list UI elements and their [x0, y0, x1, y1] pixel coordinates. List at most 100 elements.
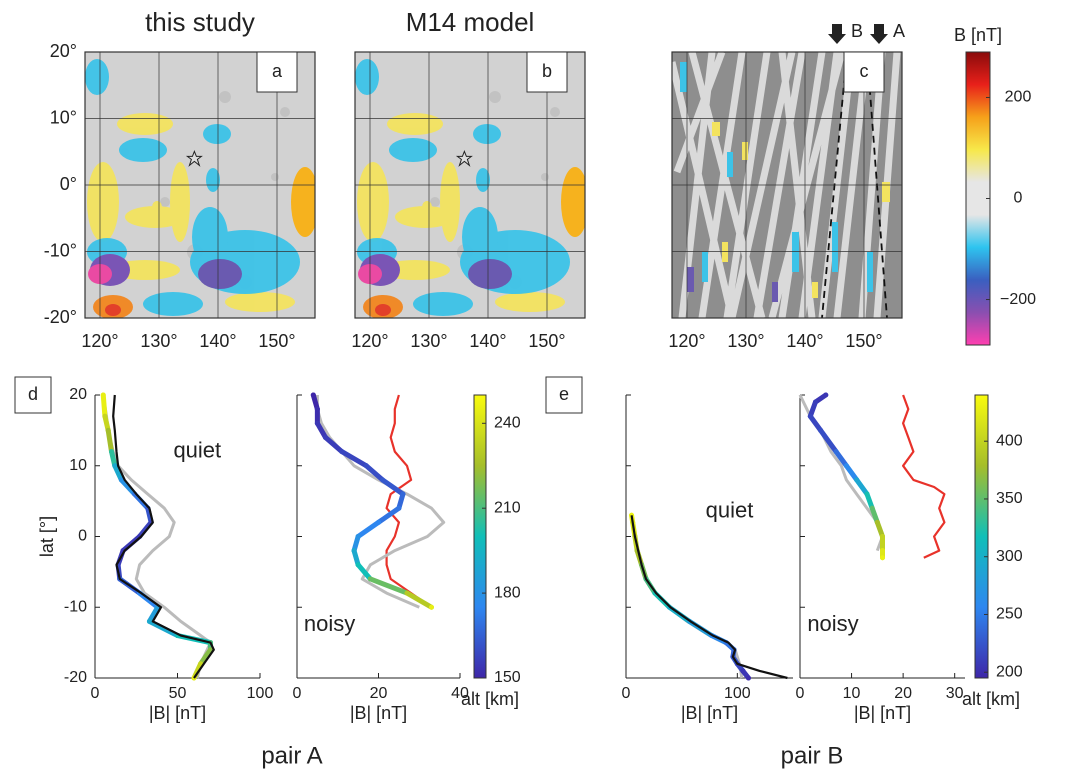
x-tick-label: 50 — [169, 685, 187, 702]
alt-point — [746, 676, 751, 681]
alt-point — [323, 435, 328, 440]
alt-point — [870, 506, 875, 511]
map-panel: 120°130°140°150°M14 modelb — [351, 7, 589, 351]
x-tick-label: 140° — [469, 331, 506, 351]
alt-point — [834, 449, 839, 454]
x-axis-label: |B| [nT] — [854, 703, 911, 723]
colorbar-tick-label: 250 — [996, 606, 1023, 623]
colorbar-tick-label: −200 — [1000, 291, 1036, 308]
alt-point — [315, 421, 320, 426]
panel-title: M14 model — [406, 7, 535, 37]
alt-point — [405, 591, 410, 596]
alt-point — [844, 463, 849, 468]
profile-line — [387, 395, 432, 607]
annotation: noisy — [807, 611, 858, 636]
x-tick-label: 130° — [727, 331, 764, 351]
x-tick-label: 130° — [410, 331, 447, 351]
x-axis-label: |B| [nT] — [350, 703, 407, 723]
alt-point — [311, 393, 316, 398]
panel-label: e — [559, 384, 569, 404]
alt-segment — [810, 416, 820, 430]
alt-point — [823, 393, 828, 398]
alt-point — [352, 548, 357, 553]
alt-segment — [846, 466, 856, 480]
x-tick-label: 150° — [845, 331, 882, 351]
x-tick-label: 130° — [140, 331, 177, 351]
x-tick-label: 10 — [843, 685, 861, 702]
x-tick-label: 120° — [668, 331, 705, 351]
annotation: A — [893, 21, 905, 41]
alt-segment — [857, 480, 867, 494]
profile-line — [903, 395, 944, 558]
colorbar — [474, 395, 486, 678]
alt-segment — [149, 621, 177, 635]
y-tick-label: -10 — [64, 598, 87, 615]
x-tick-label: 140° — [786, 331, 823, 351]
y-tick-label: 0 — [78, 528, 87, 545]
colorbar-tick-label: 350 — [996, 490, 1023, 507]
alt-point — [147, 619, 152, 624]
alt-point — [376, 520, 381, 525]
colorbar-tick-label: 300 — [996, 548, 1023, 565]
alt-point — [813, 400, 818, 405]
x-tick-label: 20 — [370, 685, 388, 702]
y-axis-label: lat [°] — [37, 516, 57, 557]
x-axis-label: |B| [nT] — [149, 703, 206, 723]
arrow — [870, 24, 888, 44]
colorbar-tick-label: 240 — [494, 415, 521, 432]
colorbar-tick-label: 150 — [494, 669, 521, 686]
colorbar-title: B [nT] — [954, 25, 1002, 45]
alt-point — [356, 534, 361, 539]
alt-point — [400, 492, 405, 497]
y-tick-label: -10° — [44, 240, 77, 260]
x-tick-label: 150° — [528, 331, 565, 351]
alt-point — [880, 555, 885, 560]
caption: pair B — [781, 742, 844, 769]
y-tick-label: 10 — [69, 457, 87, 474]
colorbar-tick-label: 200 — [996, 663, 1023, 680]
x-tick-label: 0 — [91, 685, 100, 702]
alt-point — [396, 506, 401, 511]
alt-point — [364, 463, 369, 468]
y-tick-label: 20° — [50, 41, 77, 61]
annotation: quiet — [706, 498, 754, 523]
y-tick-label: -20° — [44, 307, 77, 327]
alt-point — [380, 477, 385, 482]
alt-point — [315, 407, 320, 412]
alt-segment — [326, 437, 342, 451]
y-tick-label: -20 — [64, 669, 87, 686]
x-axis-label: |B| [nT] — [681, 703, 738, 723]
alt-point — [339, 449, 344, 454]
alt-segment — [108, 430, 111, 451]
colorbar-tick-label: 180 — [494, 584, 521, 601]
colorbar — [975, 395, 988, 678]
x-tick-label: 100 — [247, 685, 274, 702]
annotation: noisy — [304, 611, 355, 636]
panel-label: a — [272, 61, 283, 81]
panel-label: b — [542, 61, 552, 81]
x-tick-label: 140° — [199, 331, 236, 351]
x-tick-label: 120° — [81, 331, 118, 351]
alt-point — [808, 414, 813, 419]
alt-point — [865, 492, 870, 497]
panel-title: this study — [145, 7, 255, 37]
alt-point — [875, 520, 880, 525]
alt-segment — [103, 395, 105, 416]
alt-segment — [358, 522, 378, 536]
figure: 120°130°140°150°20°10°0°-10°-20°this stu… — [0, 0, 1066, 772]
annotation: quiet — [173, 437, 221, 462]
profile-line — [632, 515, 788, 678]
x-tick-label: 0 — [796, 685, 805, 702]
colorbar-tick-label: 0 — [1014, 190, 1023, 207]
alt-point — [880, 534, 885, 539]
annotation: B — [851, 21, 863, 41]
x-tick-label: 0 — [293, 685, 302, 702]
alt-point — [818, 428, 823, 433]
colorbar-tick-label: 210 — [494, 499, 521, 516]
alt-segment — [140, 522, 152, 536]
alt-point — [429, 605, 434, 610]
panel-label: c — [860, 61, 869, 81]
x-tick-label: 20 — [894, 685, 912, 702]
alt-point — [102, 414, 107, 419]
caption: pair A — [261, 742, 322, 769]
